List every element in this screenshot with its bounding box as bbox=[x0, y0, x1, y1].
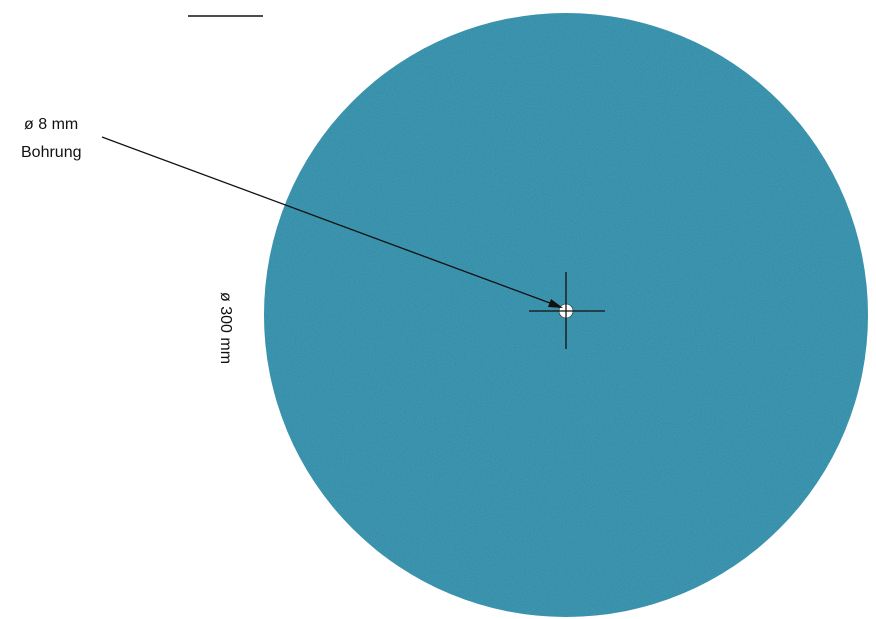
diameter-label: ø 300 mm bbox=[217, 292, 234, 364]
leader-line bbox=[101, 136, 559, 307]
hole-label-line1: ø 8 mm bbox=[24, 116, 78, 133]
leader-arrowhead bbox=[548, 299, 563, 308]
hole-label-line2: Bohrung bbox=[21, 144, 82, 161]
